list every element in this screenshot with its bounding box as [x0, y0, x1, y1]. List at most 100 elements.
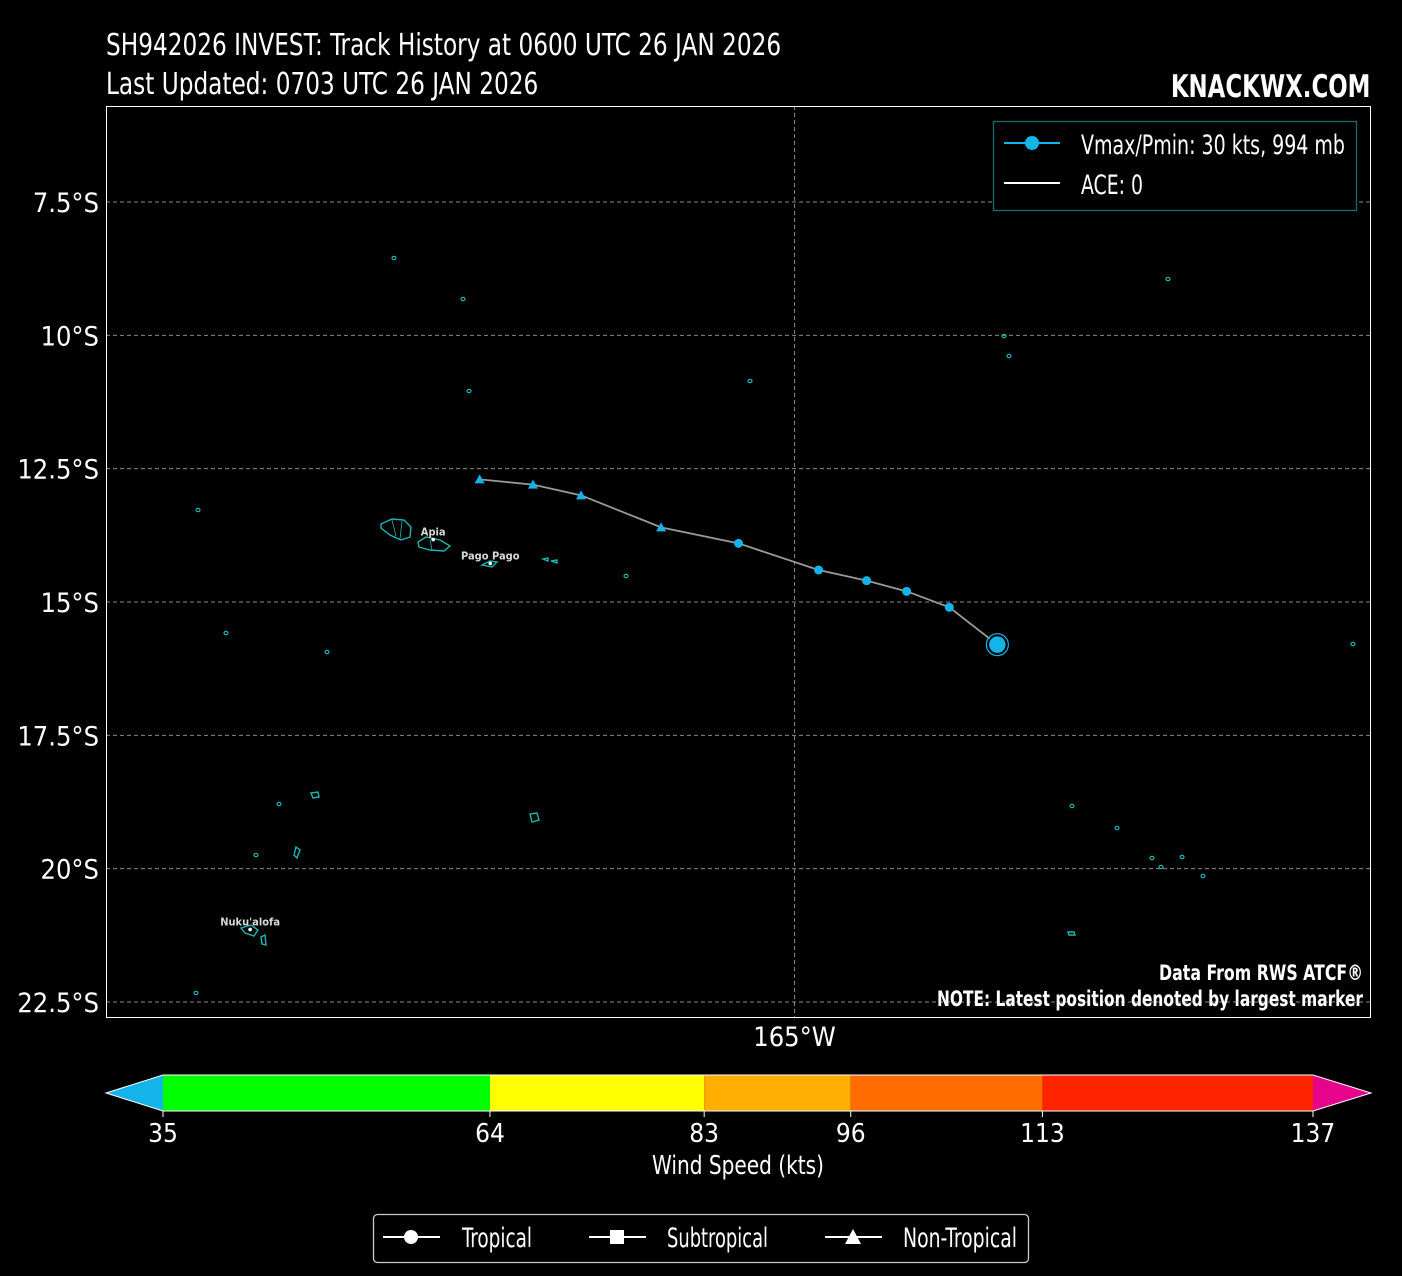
island-coastline — [391, 519, 433, 551]
island-coastline — [380, 518, 412, 541]
colorbar-tick-label: 64 — [475, 1119, 505, 1149]
colorbar-tick-label: 113 — [1020, 1119, 1065, 1149]
island-coastline — [1200, 873, 1206, 879]
island-coastline — [1350, 641, 1356, 647]
colorbar-tick-label: 137 — [1291, 1119, 1336, 1149]
triangle-marker-icon — [845, 1229, 861, 1244]
track-point-circle[interactable] — [862, 576, 872, 586]
island-coastline — [529, 812, 540, 823]
data-source-note: Data From RWS ATCF® — [1159, 961, 1363, 985]
island-coastline — [1158, 864, 1164, 870]
colorbar-label: Wind Speed (kts) — [652, 1151, 824, 1181]
colorbar-segment — [489, 1075, 705, 1111]
island-coastline — [195, 507, 201, 513]
vmax-legend-label: Vmax/Pmin: 30 kts, 994 mb — [1081, 130, 1345, 161]
island-coastline — [223, 630, 229, 636]
latest-position-ring — [985, 633, 1009, 657]
island-coastline — [1165, 276, 1171, 282]
storm-type-legend: Tropical Subtropical Non-Tropical — [372, 1213, 1030, 1264]
colorbar-tick-label: 96 — [836, 1119, 866, 1149]
island-coastline — [550, 559, 558, 564]
colorbar-under-arrow — [106, 1075, 163, 1111]
circle-marker-icon — [1025, 136, 1039, 150]
island-coastline — [1006, 353, 1012, 359]
track-point-triangle[interactable] — [474, 474, 485, 484]
page-subtitle: Last Updated: 0703 UTC 26 JAN 2026 — [106, 67, 539, 102]
lat-tick-label: 7.5°S — [33, 188, 99, 219]
lat-tick-label: 17.5°S — [17, 721, 99, 752]
track-point-circle[interactable] — [814, 565, 824, 575]
island-coastline — [460, 296, 466, 302]
colorbar-segment — [850, 1075, 1043, 1111]
lat-tick-label: 12.5°S — [17, 455, 99, 486]
tropical-legend-label: Tropical — [461, 1223, 532, 1254]
track-point-triangle[interactable] — [576, 490, 587, 500]
island-coastline — [391, 255, 397, 261]
colorbar-tick-label: 83 — [689, 1119, 719, 1149]
track-point-circle[interactable] — [902, 586, 912, 596]
track-line — [479, 478, 998, 646]
island-coastline — [747, 378, 753, 384]
city-dot — [488, 561, 493, 566]
track-point-circle[interactable] — [944, 602, 954, 612]
lat-tick-label: 20°S — [41, 855, 99, 886]
island-coastline — [466, 388, 472, 394]
coastlines — [193, 255, 1356, 996]
island-coastline — [276, 801, 282, 807]
type-legend-box — [372, 1213, 1030, 1264]
lat-tick-label: 10°S — [41, 321, 99, 352]
circle-marker-icon — [404, 1230, 418, 1244]
island-coastline — [479, 560, 499, 568]
legend-box — [992, 120, 1358, 212]
page-title: SH942026 INVEST: Track History at 0600 U… — [106, 28, 782, 63]
island-coastline — [1069, 803, 1075, 809]
island-coastline — [1114, 825, 1120, 831]
city-dot — [248, 927, 252, 932]
island-coastline — [253, 852, 259, 858]
island-coastline — [1149, 855, 1155, 861]
island-coastline — [540, 557, 549, 563]
island-coastline — [623, 573, 629, 579]
island-coastline — [239, 924, 259, 937]
longitude-tick-labels: 165°W — [753, 1022, 836, 1053]
city-labels: Apia Pago Pago Nuku'alofa — [220, 526, 520, 932]
colorbar-over-arrow — [1313, 1075, 1371, 1111]
square-marker-icon — [610, 1230, 624, 1244]
brand-logo[interactable]: KNACKWX.COM — [1170, 69, 1370, 105]
colorbar-segment — [1042, 1075, 1313, 1111]
colorbar-tick-label: 35 — [148, 1119, 178, 1149]
island-coastline — [260, 933, 267, 946]
map-frame — [106, 106, 1371, 1018]
island-coastline — [324, 649, 330, 655]
island-coastline — [1001, 333, 1007, 339]
track-point-triangle[interactable] — [656, 522, 667, 532]
colorbar-segment — [704, 1075, 851, 1111]
wind-speed-colorbar: 35 64 83 96 113 137 Wind Speed (kts) — [104, 1074, 1373, 1181]
island-coastline — [193, 990, 199, 996]
track-point-triangle[interactable] — [528, 479, 539, 489]
latest-position-marker[interactable] — [987, 634, 1008, 655]
latest-position-note: NOTE: Latest position denoted by largest… — [937, 987, 1364, 1011]
lat-tick-label: 15°S — [41, 588, 99, 619]
lat-tick-label: 22.5°S — [17, 988, 99, 1019]
city-label: Nuku'alofa — [220, 915, 280, 928]
city-dot — [431, 537, 435, 542]
intensity-legend: Vmax/Pmin: 30 kts, 994 mb ACE: 0 — [992, 120, 1358, 212]
latitude-tick-labels: 7.5°S 10°S 12.5°S 15°S 17.5°S 20°S 22.5°S — [17, 188, 99, 1019]
island-coastline — [1067, 931, 1076, 936]
storm-track[interactable] — [474, 474, 1009, 657]
ace-legend-label: ACE: 0 — [1081, 170, 1143, 201]
subtropical-legend-label: Subtropical — [667, 1223, 768, 1254]
colorbar-segment — [163, 1075, 490, 1111]
island-coastline — [1179, 854, 1185, 860]
island-coastline — [417, 536, 452, 552]
track-point-circle[interactable] — [734, 538, 743, 548]
grid-lines — [106, 106, 1371, 1018]
island-coastline — [310, 791, 320, 799]
island-coastline — [293, 845, 301, 860]
non-tropical-legend-label: Non-Tropical — [903, 1223, 1017, 1254]
city-label: Apia — [421, 526, 446, 539]
city-label: Pago Pago — [461, 550, 520, 563]
lon-tick-label: 165°W — [753, 1022, 836, 1053]
